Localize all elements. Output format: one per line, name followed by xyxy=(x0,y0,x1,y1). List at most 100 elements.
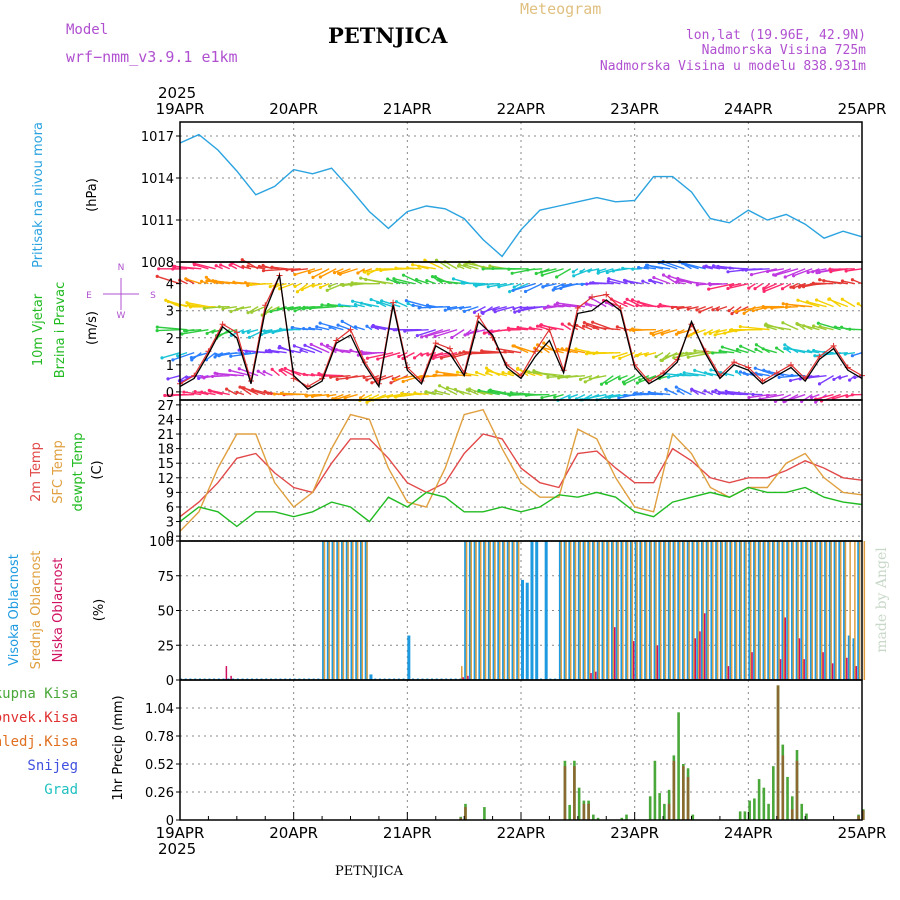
wind-arrow xyxy=(534,371,564,377)
wind-arrow xyxy=(662,260,685,270)
wind-arrow-head xyxy=(325,343,330,348)
y-tick-label: 100 xyxy=(149,535,174,550)
wind-arrow xyxy=(316,326,330,331)
wind-arrow-head xyxy=(285,268,289,272)
wind-arrow-head xyxy=(816,321,820,325)
cloud-bar xyxy=(612,541,615,680)
cloud-bar xyxy=(544,541,548,680)
wind-arrow xyxy=(381,300,401,308)
wind-arrow xyxy=(365,278,394,285)
cloud-bar xyxy=(659,541,662,680)
cloud-bar xyxy=(613,627,616,680)
wind-arrow xyxy=(281,392,308,396)
wind-arrow xyxy=(229,369,252,377)
wind-arrow-head xyxy=(328,284,332,288)
wind-arrow-head xyxy=(337,303,341,307)
wind-arrow-head xyxy=(840,279,845,283)
wind-arrow-head xyxy=(393,378,397,382)
wind-arrow-head xyxy=(171,267,175,271)
cloud-bar xyxy=(513,541,515,680)
wind-arrow xyxy=(763,348,777,354)
cloud-bar xyxy=(727,666,730,680)
wind-arrow xyxy=(250,282,273,286)
wind-arrow-head xyxy=(765,269,770,274)
wind-arrow xyxy=(653,276,671,285)
x-tick-bottom: 23APR xyxy=(610,824,659,842)
wind-arrow-head xyxy=(625,297,629,301)
wind-arrow xyxy=(846,268,863,272)
wind-arrow xyxy=(493,305,507,311)
wind-arrow-head xyxy=(166,377,170,381)
wind-arrow-head xyxy=(621,266,625,270)
wind-arrow-head xyxy=(433,275,438,279)
cloud-bar xyxy=(762,541,766,680)
wind-title-line2: Brzina i Pravac xyxy=(53,282,68,379)
wind-arrow xyxy=(623,375,636,383)
wind-arrow-head xyxy=(268,285,272,289)
wind-side-labels: N W E S 10m Vjetar Brzina i Pravac xyxy=(31,263,156,378)
cloud-bar xyxy=(857,541,861,680)
wind-arrow-head xyxy=(539,323,543,327)
wind-arrow-head xyxy=(241,330,245,334)
wind-arrow xyxy=(202,374,230,378)
wind-arrow-head xyxy=(850,393,854,397)
cloud-bar xyxy=(601,541,605,680)
wind-arrow xyxy=(467,328,486,335)
wind-arrow xyxy=(220,264,231,270)
wind-arrow xyxy=(396,301,408,308)
cloud-bar xyxy=(822,652,824,680)
wind-arrow-head xyxy=(250,310,254,314)
wind-arrow-head xyxy=(540,273,544,277)
wind-arrow-head xyxy=(353,302,358,307)
y-tick-label: 0 xyxy=(166,530,174,545)
wind-arrow xyxy=(514,345,536,354)
wind-arrow-head xyxy=(796,298,800,302)
cloud-bar xyxy=(568,541,572,680)
precip-conv-bar xyxy=(582,803,586,820)
wind-arrow-head xyxy=(773,273,778,277)
wind-arrow-head xyxy=(618,356,622,360)
wind-arrow-head xyxy=(229,309,233,314)
wind-arrow-head xyxy=(308,326,312,330)
cloud-bar xyxy=(525,582,529,680)
wind-arrow-head xyxy=(270,265,274,269)
wind-arrow xyxy=(444,261,458,270)
wind-arrow-head xyxy=(850,354,854,358)
cloud-bar xyxy=(355,541,359,680)
wind-arrow-head xyxy=(571,270,575,274)
wind-arrow-head xyxy=(845,394,849,399)
wind-arrow-head xyxy=(450,335,454,340)
wind-arrow-head xyxy=(365,324,369,328)
wind-gust-marker xyxy=(589,294,596,301)
wind-arrow-head xyxy=(501,371,505,375)
wind-arrow-head xyxy=(174,302,178,306)
wind-arrow-head xyxy=(792,286,796,290)
wind-arrow-head xyxy=(435,370,439,374)
wind-arrow-head xyxy=(711,351,715,355)
y-tick-label: 0 xyxy=(166,674,174,689)
wind-arrow-head xyxy=(648,278,653,282)
wind-arrow-head xyxy=(433,334,437,339)
wind-arrow-head xyxy=(459,306,463,310)
wind-gust-marker xyxy=(233,329,240,336)
wind-arrow-head xyxy=(264,349,268,353)
wind-arrow-head xyxy=(225,387,229,391)
wind-arrow-head xyxy=(261,269,266,273)
cloud-bar xyxy=(475,541,477,680)
x-tick-bottom: 21APR xyxy=(383,824,432,842)
wind-arrow-head xyxy=(727,309,731,313)
wind-arrow-head xyxy=(698,310,702,314)
wind-arrow-head xyxy=(300,287,304,292)
wind-arrow xyxy=(193,262,216,270)
wind-arrow xyxy=(797,299,820,308)
wind-arrow-head xyxy=(664,355,669,359)
wind-arrow-head xyxy=(783,275,787,279)
wind-arrow-head xyxy=(664,387,668,391)
cloud-bar xyxy=(745,541,747,680)
cloud-bar xyxy=(734,541,738,680)
wind-arrow-head xyxy=(241,265,245,269)
wind-arrow-head xyxy=(491,266,495,271)
wind-arrow-head xyxy=(685,351,689,355)
wind-arrow-head xyxy=(164,298,168,302)
y-tick-label: 1011 xyxy=(141,214,174,229)
